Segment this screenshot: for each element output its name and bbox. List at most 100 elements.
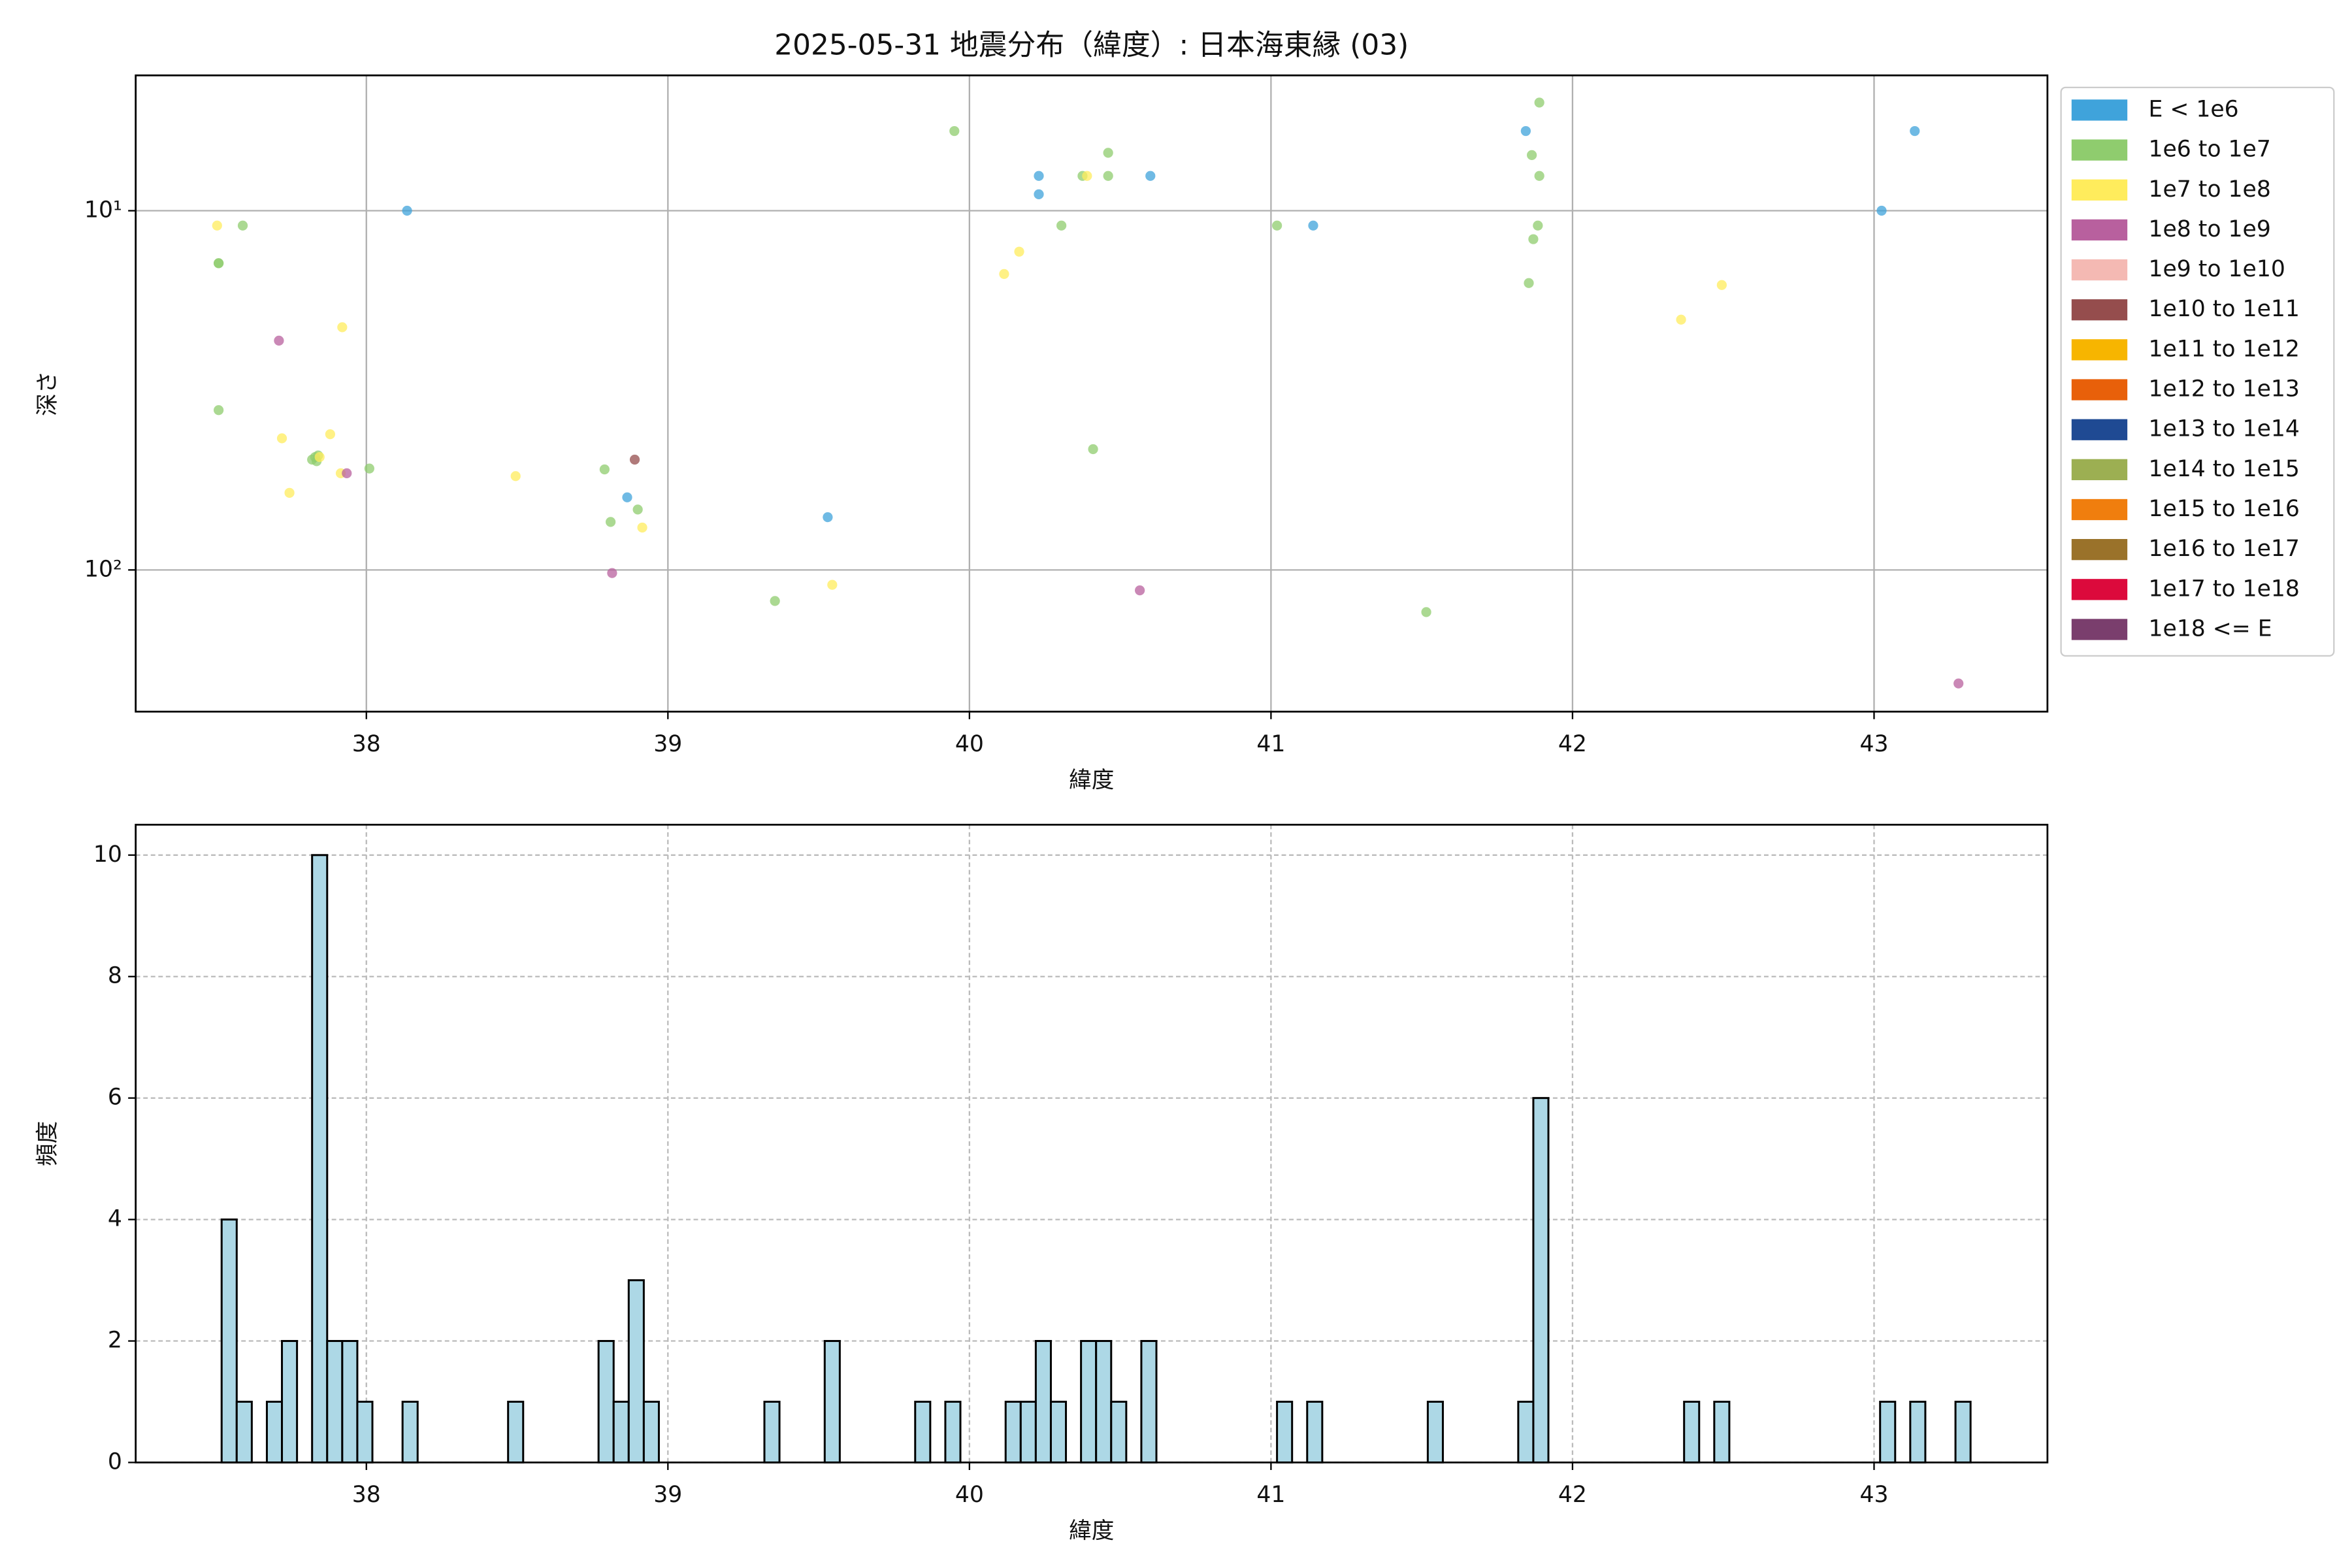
point	[212, 220, 222, 231]
legend-label: 1e11 to 1e12	[2148, 336, 2299, 362]
y-tick-label: 10²	[84, 556, 122, 582]
point	[1082, 171, 1092, 181]
y-tick-label: 6	[108, 1085, 122, 1111]
bar	[235, 1400, 253, 1463]
point	[1308, 220, 1318, 231]
point	[1056, 220, 1067, 231]
x-tick-label: 40	[955, 1482, 984, 1508]
point	[606, 517, 616, 527]
point	[1533, 220, 1543, 231]
point	[1421, 607, 1431, 617]
y-tick-label: 2	[108, 1328, 122, 1354]
legend-label: 1e7 to 1e8	[2148, 176, 2270, 203]
legend-swatch	[2071, 539, 2128, 561]
bar	[1034, 1340, 1052, 1463]
legend-swatch	[2071, 99, 2128, 121]
legend-label: 1e9 to 1e10	[2148, 256, 2285, 282]
point	[1272, 220, 1282, 231]
point	[607, 568, 617, 578]
y-axis-label: 深さ	[35, 371, 61, 416]
point	[1524, 278, 1534, 288]
point	[999, 269, 1009, 279]
x-tick-label: 41	[1256, 731, 1285, 757]
legend-label: 1e6 to 1e7	[2148, 137, 2270, 163]
legend: E < 1e6 1e6 to 1e7 1e7 to 1e8 1e8 to 1e9 1e9…	[2060, 86, 2335, 657]
legend-label: 1e13 to 1e14	[2148, 416, 2299, 442]
legend-swatch	[2071, 219, 2128, 241]
point	[284, 487, 295, 498]
point	[823, 512, 833, 523]
bar	[1276, 1400, 1294, 1463]
x-tick-label: 42	[1558, 1482, 1587, 1508]
legend-label: E < 1e6	[2148, 96, 2238, 122]
bar	[1004, 1400, 1022, 1463]
point	[770, 596, 780, 606]
point	[1088, 444, 1098, 455]
point	[1676, 314, 1686, 325]
legend-swatch	[2071, 419, 2128, 440]
chart-title: 2025-05-31 地震分布（緯度）: 日本海東縁 (03)	[774, 29, 1409, 62]
point	[1034, 189, 1044, 199]
legend-label: 1e8 to 1e9	[2148, 216, 2270, 242]
point	[1014, 246, 1024, 257]
bar	[401, 1400, 419, 1463]
legend-label: 1e18 <= E	[2148, 615, 2272, 642]
legend-swatch	[2071, 179, 2128, 201]
bar	[507, 1400, 525, 1463]
bar	[642, 1400, 660, 1463]
legend-label: 1e17 to 1e18	[2148, 576, 2299, 602]
point	[1103, 171, 1113, 181]
bar	[1306, 1400, 1324, 1463]
legend-label: 1e12 to 1e13	[2148, 376, 2299, 402]
bar	[220, 1218, 238, 1463]
point	[1534, 171, 1544, 181]
bar	[597, 1340, 615, 1463]
legend-label: 1e14 to 1e15	[2148, 456, 2299, 482]
bar	[1019, 1400, 1037, 1463]
legend-swatch	[2071, 379, 2128, 400]
point	[1135, 585, 1145, 596]
y-tick-label: 4	[108, 1206, 122, 1232]
point	[364, 463, 374, 474]
point	[1910, 125, 1920, 137]
bar	[763, 1400, 781, 1463]
x-tick-label: 43	[1859, 731, 1888, 757]
x-tick-label: 39	[653, 731, 682, 757]
point	[1103, 148, 1113, 158]
y-axis-label: 頻度	[35, 1121, 61, 1166]
bar	[1909, 1400, 1927, 1463]
point	[214, 405, 224, 416]
bar	[311, 854, 329, 1463]
bar	[341, 1340, 359, 1463]
plot-frame	[135, 823, 2049, 1463]
x-tick-label: 38	[352, 1482, 381, 1508]
point	[1534, 97, 1544, 108]
point	[827, 580, 838, 590]
point	[622, 492, 632, 502]
x-tick-label: 38	[352, 731, 381, 757]
point	[274, 335, 284, 346]
bar	[1879, 1400, 1897, 1463]
y-tick-label: 8	[108, 963, 122, 989]
point	[1876, 205, 1887, 216]
legend-swatch	[2071, 139, 2128, 161]
bar	[1713, 1400, 1731, 1463]
bar	[1532, 1097, 1550, 1463]
bar	[1140, 1340, 1158, 1463]
point	[629, 454, 640, 465]
legend-swatch	[2071, 498, 2128, 521]
point	[510, 471, 521, 482]
point	[949, 125, 960, 137]
bar	[914, 1400, 932, 1463]
legend-swatch	[2071, 259, 2128, 281]
point	[214, 258, 224, 269]
y-tick-label: 10	[93, 841, 122, 868]
point	[1716, 280, 1727, 290]
point	[599, 464, 610, 475]
bar	[1426, 1400, 1444, 1463]
bar	[1954, 1400, 1972, 1463]
point	[1953, 678, 1964, 689]
point	[632, 504, 643, 515]
y-tick-label: 10¹	[84, 197, 122, 223]
